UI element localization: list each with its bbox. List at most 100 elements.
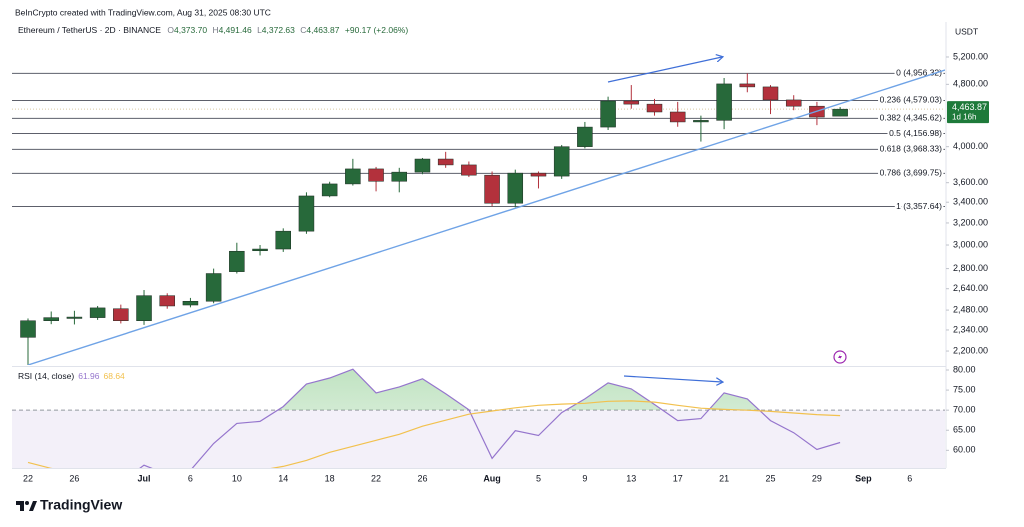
- x-tick-label: 9: [582, 473, 587, 483]
- candle-body: [182, 300, 199, 306]
- quote-key: O: [167, 25, 174, 35]
- alert-icon[interactable]: [833, 350, 847, 364]
- rsi-line: [139, 368, 841, 468]
- candle-body: [43, 317, 59, 321]
- y-tick-label: 3,200.00: [953, 217, 988, 227]
- symbol: Ethereum / TetherUS · 2D · BINANCE: [18, 25, 161, 35]
- rsi-line: [27, 400, 841, 468]
- y-tick-label: 3,000.00: [953, 239, 988, 249]
- candle-body: [785, 99, 802, 107]
- x-tick-label: 6: [188, 473, 193, 483]
- fib-label: 0.5 (4,156.98): [889, 128, 942, 138]
- last-price-label: 4,463.87: [952, 102, 987, 112]
- x-tick-label: 22: [23, 473, 33, 483]
- quote-key: L: [257, 25, 262, 35]
- candle-body: [484, 174, 500, 204]
- y-tick-label: 2,200.00: [953, 345, 988, 355]
- rsi-pane: RSI (14, close) 61.96 68.64: [12, 368, 945, 468]
- rsi-band: [12, 410, 945, 468]
- rsi-tick-label: 60.00: [953, 445, 976, 455]
- y-tick-label: 5,200.00: [953, 51, 988, 61]
- price-overlay: 0 (4,956.32) 0.236 (4,579.03) 0.382 (4,345…: [878, 66, 945, 213]
- candle-body: [577, 126, 593, 147]
- x-tick-label: 10: [232, 473, 242, 483]
- currency: USDT: [955, 26, 978, 36]
- candle-body: [646, 103, 663, 113]
- quote-value: 4,463.87: [306, 25, 339, 35]
- x-tick-label: 6: [907, 473, 912, 483]
- rsi-value: 61.96: [78, 371, 100, 381]
- x-tick-label: Sep: [855, 473, 872, 483]
- quote-key: C: [300, 25, 306, 35]
- candle-body: [693, 120, 709, 123]
- fib-label: 1 (3,357.64): [896, 201, 942, 211]
- candle-body: [530, 172, 547, 177]
- candle-body: [66, 316, 83, 319]
- x-tick-label: 22: [371, 473, 381, 483]
- rsi-legend: RSI (14, close) 61.96 68.64: [18, 371, 125, 381]
- x-tick-label: Aug: [483, 473, 501, 483]
- last-price-box: [947, 101, 989, 124]
- quote-value: 4,372.63: [262, 25, 295, 35]
- x-tick-label: 14: [278, 473, 288, 483]
- candle-body: [89, 307, 106, 318]
- candle-body: [113, 308, 129, 321]
- candle-body: [739, 83, 756, 88]
- candle-body: [461, 164, 477, 176]
- x-tick-label: Jul: [138, 473, 151, 483]
- y-tick-label: 2,480.00: [953, 304, 988, 314]
- x-tick-label: 21: [719, 473, 729, 483]
- rsi-tick-label: 65.00: [953, 425, 976, 435]
- fib-label: 0.618 (3,968.33): [880, 144, 943, 154]
- candle-body: [391, 171, 408, 182]
- rsi-arrow: [623, 375, 722, 382]
- x-tick-label: 17: [673, 473, 683, 483]
- x-tick-label: 25: [766, 473, 776, 483]
- x-tick-label: 13: [626, 473, 636, 483]
- rsi-tick-label: 80.00: [953, 364, 976, 374]
- rsi-tick-label: 75.00: [953, 384, 976, 394]
- x-tick-label: 18: [325, 473, 335, 483]
- candle-body: [298, 195, 315, 232]
- x-tick-label: 26: [417, 473, 427, 483]
- quote-key: H: [212, 25, 218, 35]
- candle-body: [321, 183, 338, 197]
- price-arrow: [607, 57, 722, 83]
- y-tick-label: 3,400.00: [953, 197, 988, 207]
- rsi-tick-label: 70.00: [953, 405, 976, 415]
- quote-change: +90.17 (+2.06%): [345, 25, 408, 35]
- y-tick-label: 2,800.00: [953, 263, 988, 273]
- candle-body: [600, 100, 616, 128]
- y-tick-label: 2,340.00: [953, 324, 988, 334]
- price-pane: [12, 72, 945, 365]
- axes: 5,200.00 4,800.00 4,000.00 3,600.00 3,400.00…: [23, 51, 989, 483]
- rsi-value: 68.64: [104, 371, 126, 381]
- candle-body: [229, 250, 245, 272]
- brand: TradingView: [40, 497, 122, 513]
- candle-body: [205, 273, 222, 302]
- fib-label: 0 (4,956.32): [896, 68, 942, 78]
- candle-body: [437, 158, 454, 166]
- candle-body: [159, 295, 175, 307]
- quote-value: 4,373.70: [174, 25, 207, 35]
- y-tick-label: 3,600.00: [953, 177, 988, 187]
- fib-label: 0.236 (4,579.03): [880, 95, 943, 105]
- symbol-info: Ethereum / TetherUS · 2D · BINANCE O4,37…: [18, 25, 408, 35]
- x-tick-label: 26: [69, 473, 79, 483]
- countdown-label: 1d 16h: [952, 112, 976, 121]
- quote-value: 4,491.46: [219, 25, 252, 35]
- y-tick-label: 4,000.00: [953, 141, 988, 151]
- logo: [16, 501, 37, 511]
- candle-body: [553, 146, 570, 177]
- x-tick-label: 5: [536, 473, 541, 483]
- candle-body: [832, 108, 848, 117]
- x-tick-label: 29: [812, 473, 822, 483]
- overbought-fill: [277, 369, 760, 411]
- candle-body: [669, 111, 686, 123]
- candle-body: [252, 248, 268, 252]
- trend-line: [27, 69, 945, 365]
- y-tick-label: 4,800.00: [953, 79, 988, 89]
- candle-body: [507, 172, 524, 204]
